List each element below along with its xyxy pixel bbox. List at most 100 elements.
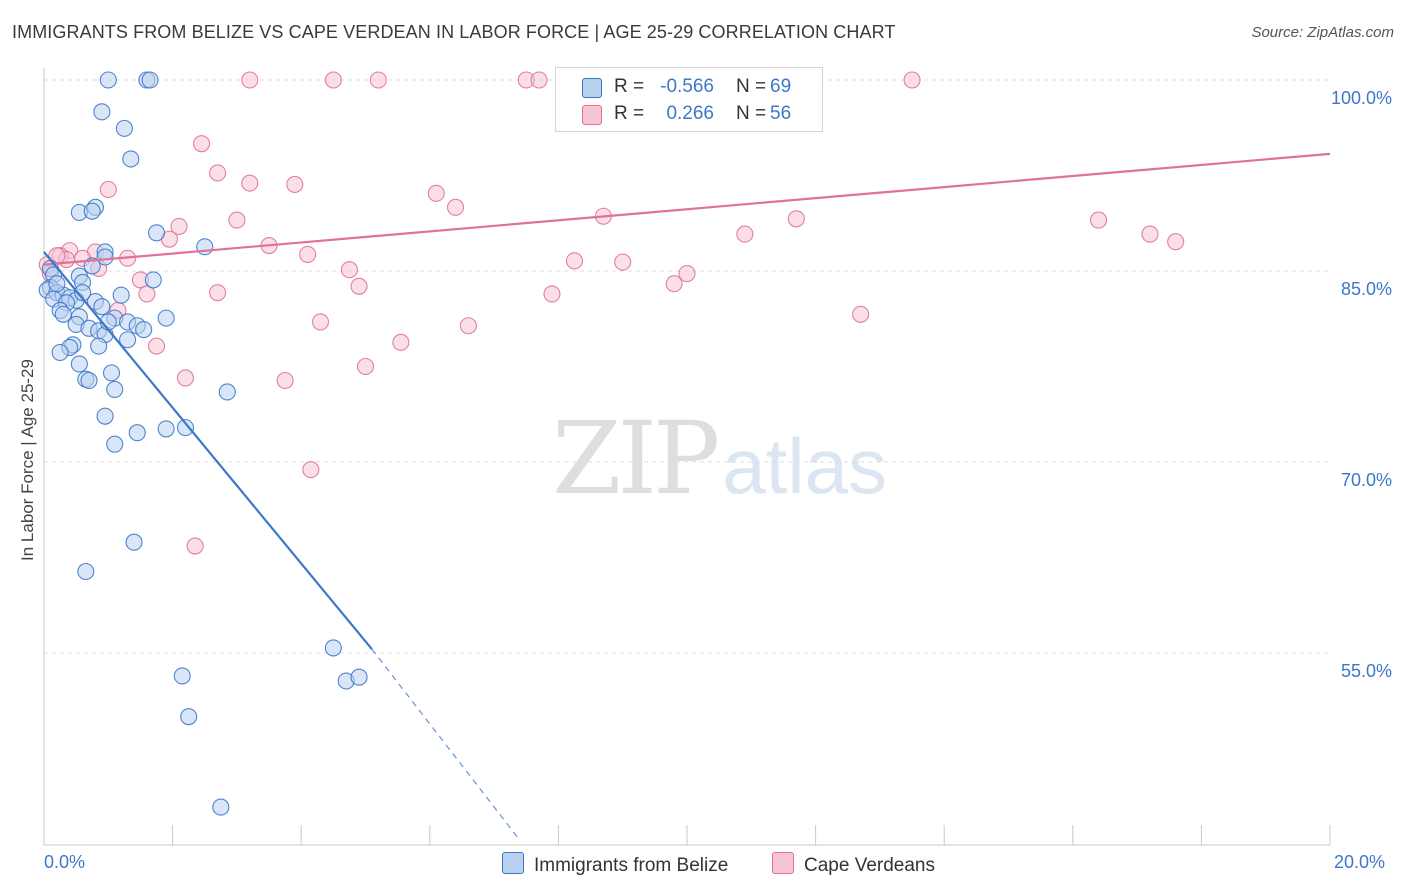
cape-verdean-point [1141, 225, 1159, 243]
cape-verdean-point [565, 252, 584, 270]
belize-point [141, 71, 159, 89]
x-tick-max: 20.0% [1334, 852, 1386, 872]
cape-verdean-point [530, 71, 548, 89]
correlation-legend: R = -0.566 N = 69 R = 0.266 N = 56 [555, 67, 823, 132]
cape-verdean-point [852, 305, 870, 323]
y-tick-label: 70.0% [1341, 470, 1392, 490]
legend-item-cape-verdean: Cape Verdeans [772, 852, 935, 877]
cape-verdean-point [446, 198, 465, 216]
cape-verdean-point [302, 461, 320, 479]
cape-verdean-point [1089, 211, 1108, 229]
cape-verdean-legend-swatch [772, 852, 794, 874]
cape-verdean-point [459, 317, 477, 335]
cape-verdean-point [286, 175, 304, 193]
belize-point [106, 435, 124, 453]
belize-point [157, 420, 175, 438]
r-label: R = [614, 103, 645, 124]
belize-point [350, 668, 368, 686]
cape-verdean-point [427, 184, 445, 202]
y-tick-label: 85.0% [1341, 279, 1392, 299]
belize-point [324, 639, 342, 657]
belize-point [96, 407, 114, 425]
cape-verdean-point [241, 174, 259, 192]
cape-verdean-point [340, 261, 358, 279]
r-value: 0.266 [666, 103, 714, 124]
belize-point [93, 103, 111, 121]
r-label: R = [614, 76, 645, 97]
n-value: 56 [770, 103, 792, 124]
belize-point [80, 371, 98, 390]
cape-verdean-point [356, 357, 375, 376]
cape-verdean-point [299, 245, 317, 263]
trend-lines [43, 152, 1331, 841]
y-tick-labels: 55.0% 70.0% 85.0% 100.0% [1331, 88, 1392, 681]
gridlines [44, 79, 1330, 654]
cape-verdean-point [311, 313, 330, 331]
cape-verdean-point [736, 225, 754, 243]
belize-point [74, 284, 92, 302]
belize-point [48, 275, 66, 293]
cape-verdean-swatch [582, 105, 602, 125]
cape-verdean-point [138, 285, 156, 303]
belize-point [51, 343, 69, 362]
belize-point [135, 321, 153, 339]
belize-point [96, 248, 114, 266]
belize-point [122, 150, 140, 168]
cape-verdean-point [241, 71, 259, 89]
belize-point [83, 202, 101, 220]
cape-verdean-point [192, 135, 211, 153]
y-tick-label: 100.0% [1331, 88, 1392, 108]
belize-point [54, 305, 72, 323]
belize-trend-extension [371, 648, 521, 841]
belize-legend-swatch [502, 852, 524, 874]
cape-verdean-point [147, 337, 166, 355]
belize-point [180, 708, 198, 726]
source-credit: Source: ZipAtlas.com [1251, 24, 1394, 41]
belize-point [157, 309, 175, 327]
cape-verdean-trend-line [43, 152, 1331, 266]
cape-verdean-point [1167, 233, 1185, 251]
chart-title: IMMIGRANTS FROM BELIZE VS CAPE VERDEAN I… [12, 22, 896, 42]
belize-point [112, 286, 130, 304]
cape-verdean-point [276, 371, 294, 390]
cape-verdean-point [392, 333, 410, 351]
cape-verdean-point [787, 210, 805, 228]
cape-verdean-point [543, 285, 561, 303]
cape-verdean-point [186, 537, 204, 555]
cape-verdean-point [99, 180, 117, 199]
belize-point [115, 119, 133, 137]
belize-swatch [582, 78, 602, 98]
belize-point [99, 71, 117, 89]
belize-point [212, 798, 230, 816]
belize-legend-label: Immigrants from Belize [534, 855, 729, 876]
cape-verdean-point [369, 71, 387, 89]
axes [43, 68, 1331, 846]
r-value: -0.566 [660, 76, 714, 97]
belize-point [218, 383, 236, 401]
belize-point [196, 238, 214, 256]
belize-point [93, 298, 111, 316]
belize-point [119, 331, 137, 349]
cape-verdean-points [38, 71, 1185, 555]
cape-verdean-point [678, 264, 696, 283]
belize-point [147, 224, 166, 242]
cape-verdean-point [176, 369, 195, 387]
belize-trend-line [43, 251, 373, 650]
n-label: N = [736, 76, 767, 97]
n-label: N = [736, 103, 767, 124]
legend-item-belize: Immigrants from Belize [502, 852, 728, 877]
belize-point [102, 364, 121, 382]
x-tick-min: 0.0% [44, 852, 86, 872]
watermark-zip: ZIP [552, 400, 720, 517]
belize-point [70, 355, 88, 373]
cape-verdean-point [209, 164, 227, 182]
belize-point [144, 271, 162, 289]
belize-points [38, 71, 368, 816]
watermark: ZIPatlas [552, 400, 887, 517]
cape-verdean-point [228, 211, 246, 229]
cape-verdean-point [209, 284, 227, 302]
belize-point [128, 424, 146, 442]
belize-point [125, 533, 143, 551]
belize-point [106, 380, 124, 398]
cape-verdean-legend-label: Cape Verdeans [804, 855, 935, 876]
